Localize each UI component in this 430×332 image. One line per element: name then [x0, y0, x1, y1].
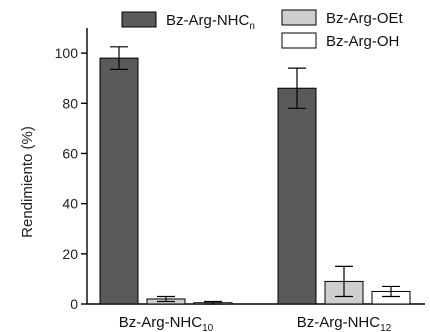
y-tick-label: 40 [62, 196, 78, 212]
bar [277, 87, 317, 305]
y-axis-label: Rendimiento (%) [19, 126, 36, 238]
y-tick-label: 80 [62, 95, 78, 111]
y-tick-label: 60 [62, 145, 78, 161]
bar [99, 57, 139, 305]
legend-label: Bz-Arg-OEt [326, 10, 404, 27]
axes: 0 20 40 60 80 100 Bz-Arg-NHC10 Bz-Arg-NHC12 [55, 28, 425, 332]
legend-label: Bz-Arg-OH [326, 33, 399, 50]
x-category-label: Bz-Arg-NHC10 [119, 314, 214, 332]
bars [99, 46, 411, 305]
y-tick-label: 20 [62, 246, 78, 262]
y-tick-label: 0 [70, 296, 78, 312]
legend-label: Bz-Arg-NHCn [166, 12, 255, 32]
legend-swatch [281, 32, 317, 49]
legend-swatch [281, 9, 317, 26]
legend: Bz-Arg-NHCn Bz-Arg-OEt Bz-Arg-OH [121, 9, 404, 50]
x-category-label: Bz-Arg-NHC12 [297, 314, 392, 332]
legend-swatch [121, 11, 157, 28]
y-tick-label: 100 [55, 45, 79, 61]
